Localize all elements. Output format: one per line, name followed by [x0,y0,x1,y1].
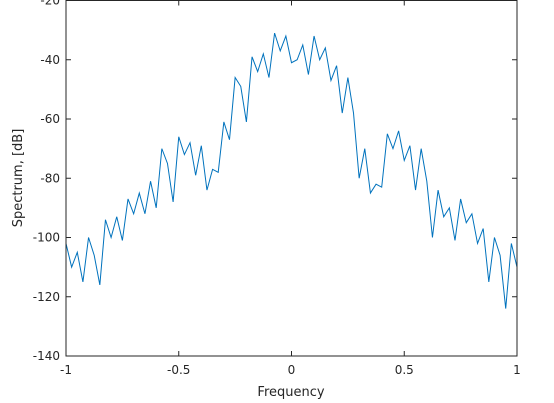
y-tick-label: -100 [33,231,60,245]
x-axis-label: Frequency [257,385,324,400]
y-axis-label: Spectrum, [dB] [11,129,26,228]
y-tick-label: -20 [40,0,60,8]
y-tick-label: -120 [33,290,60,304]
y-tick-label: -40 [40,53,60,67]
x-tick-label: 1 [513,363,521,377]
y-tick-label: -80 [40,171,60,185]
x-tick-label: 0 [288,363,296,377]
x-tick-label: -0.5 [167,363,190,377]
data-line [65,32,518,309]
y-tick-label: -60 [40,112,60,126]
axes-box [65,0,518,357]
x-tick-label: -1 [60,363,72,377]
x-tick-label: 0.5 [395,363,414,377]
y-tick-label: -140 [33,349,60,363]
